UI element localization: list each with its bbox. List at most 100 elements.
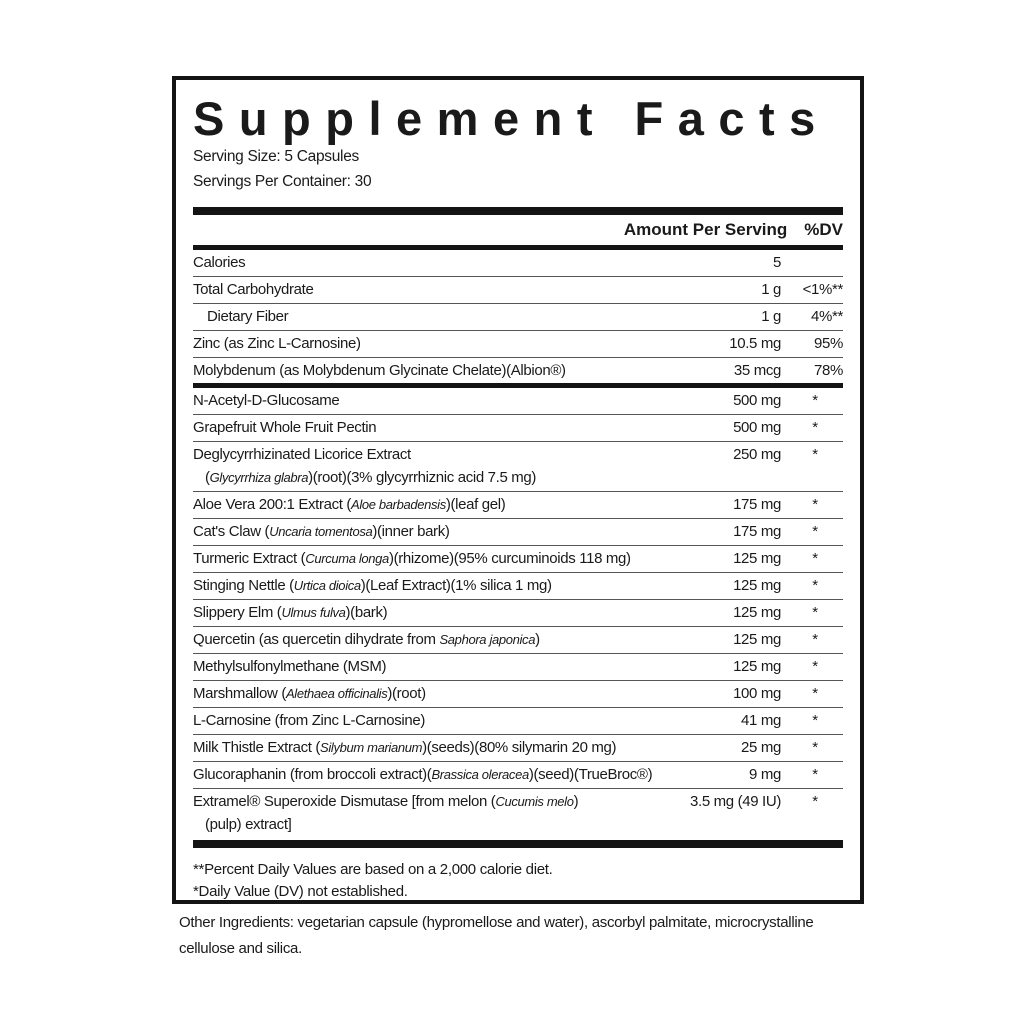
name-segment: Cucumis melo (495, 794, 574, 809)
name-segment: Molybdenum (as Molybdenum Glycinate Chel… (193, 362, 566, 379)
name-segment: Zinc (as Zinc L-Carnosine) (193, 335, 361, 352)
name-segment: Calories (193, 254, 246, 271)
table-row: Stinging Nettle (Urtica dioica)(Leaf Ext… (193, 573, 843, 600)
ingredient-name: Calories (193, 250, 661, 276)
ingredient-name: Aloe Vera 200:1 Extract (Aloe barbadensi… (193, 492, 661, 518)
column-header: Amount Per Serving %DV (193, 215, 843, 245)
amount: 5 (773, 254, 781, 271)
name-segment: Glucoraphanin (from broccoli extract)( (193, 766, 432, 783)
ingredient-name: Total Carbohydrate (193, 277, 661, 303)
amount: 25 mg (741, 739, 781, 756)
name-segment: Urtica dioica (293, 578, 361, 593)
table-row: Slippery Elm (Ulmus fulva)(bark) 125 mg * (193, 600, 843, 627)
ingredient-name: Stinging Nettle (Urtica dioica)(Leaf Ext… (193, 573, 661, 599)
name-segment: )(seeds)(80% silymarin 20 mg) (422, 739, 617, 756)
percent-dv: * (812, 604, 818, 621)
ingredient-name: Milk Thistle Extract (Silybum marianum)(… (193, 735, 661, 761)
table-row: Zinc (as Zinc L-Carnosine) 10.5 mg 95% (193, 331, 843, 358)
panel-title: Supplement Facts (193, 92, 830, 145)
name-segment: Aloe Vera 200:1 Extract ( (193, 496, 352, 513)
name-segment: Curcuma longa (305, 551, 389, 566)
ingredient-name: Methylsulfonylmethane (MSM) (193, 654, 661, 680)
amount-header: Amount Per Serving (623, 220, 788, 239)
amount: 125 mg (733, 577, 781, 594)
name-segment: Total Carbohydrate (193, 281, 314, 298)
ingredient-name: L-Carnosine (from Zinc L-Carnosine) (193, 708, 661, 734)
name-segment: Saphora japonica (439, 632, 536, 647)
other-ingredients: Other Ingredients: vegetarian capsule (h… (179, 914, 814, 957)
amount: 125 mg (733, 604, 781, 621)
percent-dv: 95% (814, 335, 843, 352)
amount: 10.5 mg (729, 335, 781, 352)
percent-dv: * (812, 496, 818, 513)
percent-dv: * (812, 392, 818, 409)
percent-dv: * (812, 712, 818, 729)
percent-dv: * (812, 577, 818, 594)
name-segment: Brassica oleracea (431, 767, 529, 782)
ingredient-name: Grapefruit Whole Fruit Pectin (193, 415, 661, 441)
supplement-facts-panel: Supplement Facts Serving Size: 5 Capsule… (172, 76, 864, 904)
name-segment: Extramel® Superoxide Dismutase [from mel… (193, 793, 496, 810)
amount: 175 mg (733, 523, 781, 540)
amount: 100 mg (733, 685, 781, 702)
table-row: Turmeric Extract (Curcuma longa)(rhizome… (193, 546, 843, 573)
name-segment: Grapefruit Whole Fruit Pectin (193, 419, 377, 436)
table-row: Extramel® Superoxide Dismutase [from mel… (193, 789, 843, 838)
divider-thick (193, 383, 843, 388)
table-row: Grapefruit Whole Fruit Pectin 500 mg * (193, 415, 843, 442)
ingredient-name: Extramel® Superoxide Dismutase [from mel… (193, 789, 661, 838)
amount: 250 mg (733, 446, 781, 463)
table-row: Molybdenum (as Molybdenum Glycinate Chel… (193, 358, 843, 384)
percent-dv (781, 250, 843, 276)
percent-dv: 78% (814, 362, 843, 379)
table-row: L-Carnosine (from Zinc L-Carnosine) 41 mg… (193, 708, 843, 735)
table-row: Total Carbohydrate 1 g <1%** (193, 277, 843, 304)
detail-segment: )(root)(3% glycyrrhiznic acid 7.5 mg) (308, 469, 537, 486)
name-segment: Silybum marianum (320, 740, 423, 755)
ingredient-name: Glucoraphanin (from broccoli extract)(Br… (193, 762, 661, 788)
amount: 1 g (761, 308, 781, 325)
amount: 125 mg (733, 631, 781, 648)
ingredient-name: Slippery Elm (Ulmus fulva)(bark) (193, 600, 661, 626)
detail-segment: Glycyrrhiza glabra (209, 470, 309, 485)
name-segment: Ulmus fulva (281, 605, 346, 620)
detail-segment: (pulp) extract] (205, 816, 292, 833)
servings-per-container: Servings Per Container: 30 (193, 173, 372, 190)
name-segment: )(root) (387, 685, 426, 702)
ingredient-name: Turmeric Extract (Curcuma longa)(rhizome… (193, 546, 661, 572)
percent-dv: * (812, 631, 818, 648)
percent-dv: * (812, 658, 818, 675)
percent-dv: * (812, 419, 818, 436)
table-row: Aloe Vera 200:1 Extract (Aloe barbadensi… (193, 492, 843, 519)
ingredient-name: Zinc (as Zinc L-Carnosine) (193, 331, 661, 357)
name-segment: )(seed)(TrueBroc®) (528, 766, 653, 783)
name-segment: )(rhizome)(95% curcuminoids 118 mg) (388, 550, 631, 567)
ingredient-name: Dietary Fiber (193, 304, 661, 330)
footnotes: **Percent Daily Values are based on a 2,… (193, 859, 843, 903)
footnote-percent-dv: **Percent Daily Values are based on a 2,… (193, 861, 553, 878)
amount: 35 mcg (733, 362, 781, 379)
name-segment: Alethaea officinalis (285, 686, 388, 701)
name-segment: Cat's Claw ( (193, 523, 270, 540)
amount: 3.5 mg (49 IU) (690, 793, 781, 810)
name-segment: Marshmallow ( (193, 685, 286, 702)
percent-dv: * (812, 793, 818, 810)
table-row: Cat's Claw (Uncaria tomentosa)(inner bar… (193, 519, 843, 546)
name-segment: )(inner bark) (372, 523, 450, 540)
name-segment: Dietary Fiber (207, 308, 289, 325)
dv-header: %DV (804, 220, 843, 239)
amount: 41 mg (741, 712, 781, 729)
ingredient-name: Cat's Claw (Uncaria tomentosa)(inner bar… (193, 519, 661, 545)
percent-dv: * (812, 685, 818, 702)
percent-dv: <1%** (802, 281, 844, 298)
amount: 175 mg (733, 496, 781, 513)
footnote-dv-not-established: *Daily Value (DV) not established. (193, 883, 408, 900)
name-segment: )(bark) (345, 604, 388, 621)
name-segment: L-Carnosine (from Zinc L-Carnosine) (193, 712, 425, 729)
divider-thick (193, 840, 843, 848)
percent-dv: * (812, 550, 818, 567)
table-row: Glucoraphanin (from broccoli extract)(Br… (193, 762, 843, 789)
name-segment: Slippery Elm ( (193, 604, 282, 621)
percent-dv: * (812, 766, 818, 783)
amount: 500 mg (733, 419, 781, 436)
